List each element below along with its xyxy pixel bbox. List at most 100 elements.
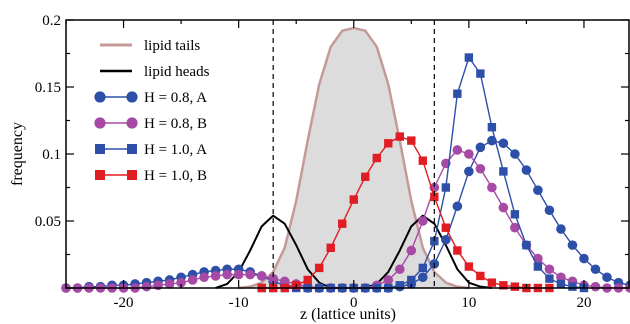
legend-label-h-1-0-a: H = 1.0, A bbox=[144, 142, 207, 158]
series-h-1-0-b-point-6 bbox=[326, 243, 335, 252]
legend-label-h-0-8-b: H = 0.8, B bbox=[144, 116, 207, 132]
series-h-0-8-b-point-18 bbox=[268, 273, 278, 284]
series-h-0-8-b-point-43 bbox=[556, 272, 566, 283]
series-h-0-8-b-point-31 bbox=[418, 216, 428, 226]
series-h-1-0-b-point-17 bbox=[453, 246, 462, 255]
series-h-1-0-b-point-18 bbox=[464, 262, 474, 271]
series-h-0-8-b-point-17 bbox=[256, 271, 267, 281]
series-h-1-0-a-point-19 bbox=[476, 69, 485, 78]
series-h-1-0-a-point-20 bbox=[487, 123, 497, 132]
series-h-0-8-b-point-39 bbox=[510, 222, 520, 233]
series-h-0-8-a-point-46 bbox=[590, 264, 601, 275]
series-h-1-0-a-point-27 bbox=[568, 282, 577, 291]
series-h-1-0-a-point-16 bbox=[441, 183, 451, 192]
series-h-0-8-b-point-28 bbox=[383, 275, 394, 285]
y-tick-label-1: 0.1 bbox=[42, 147, 61, 163]
series-h-1-0-b-point-8 bbox=[349, 195, 358, 204]
series-h-0-8-b-point-7 bbox=[141, 281, 152, 292]
series-h-1-0-a-point-14 bbox=[418, 263, 428, 273]
y-axis-label: frequency bbox=[9, 122, 26, 186]
series-h-1-0-b-point-9 bbox=[361, 172, 370, 181]
series-h-0-8-b-point-34 bbox=[452, 145, 463, 155]
legend-marker-h-0-8-a-b bbox=[126, 91, 138, 103]
series-h-0-8-b-point-10 bbox=[176, 277, 186, 288]
series-h-1-0-b-point-16 bbox=[441, 223, 451, 232]
series-h-0-8-b-point-41 bbox=[533, 253, 543, 264]
legend: lipid tails lipid heads H = 0.8, A H = 0.8,… bbox=[94, 38, 210, 184]
series-h-0-8-b-point-11 bbox=[187, 275, 198, 285]
series-h-1-0-a-point-12 bbox=[395, 281, 404, 290]
series-h-0-8-b-point-14 bbox=[222, 269, 232, 280]
series-h-1-0-a-point-13 bbox=[407, 275, 416, 285]
series-h-0-8-a-point-40 bbox=[521, 165, 532, 175]
series-h-1-0-b-point-15 bbox=[430, 192, 439, 202]
x-tick-label-4: 20 bbox=[576, 295, 591, 311]
series-h-1-0-b-point-13 bbox=[407, 136, 416, 145]
legend-label-h-0-8-a: H = 0.8, A bbox=[144, 90, 207, 106]
series-h-0-8-b-point-29 bbox=[394, 264, 405, 275]
series-h-1-0-a-point-25 bbox=[545, 274, 554, 283]
series-h-0-8-b-point-13 bbox=[210, 271, 221, 281]
series-h-0-8-a-point-38 bbox=[498, 138, 509, 149]
legend-marker-h-1-0-a-a bbox=[95, 144, 105, 154]
series-h-0-8-b-point-35 bbox=[464, 149, 474, 159]
legend-marker-h-0-8-b-b bbox=[126, 117, 138, 129]
series-h-1-0-b-point-19 bbox=[476, 271, 485, 281]
series-h-1-0-b-point-4 bbox=[303, 275, 312, 285]
series-h-1-0-b-point-11 bbox=[384, 139, 393, 148]
legend-marker-h-1-0-b-b bbox=[127, 170, 137, 180]
axes-layer: -20 -10 0 10 20 0.05 0.1 0.15 0.2 bbox=[35, 13, 630, 311]
series-h-1-0-b-point-21 bbox=[499, 281, 508, 290]
series-h-0-8-b-point-12 bbox=[199, 272, 209, 283]
series-h-0-8-b-point-38 bbox=[498, 202, 509, 213]
series-h-0-8-b-point-37 bbox=[487, 182, 497, 193]
series-h-0-8-a-point-33 bbox=[441, 234, 451, 245]
series-h-0-8-a-point-34 bbox=[452, 201, 463, 212]
series-h-0-8-a-point-47 bbox=[602, 272, 612, 283]
legend-marker-h-1-0-b-a bbox=[95, 170, 105, 180]
series-h-1-0-b-point-20 bbox=[487, 278, 497, 287]
series-h-0-8-a-point-36 bbox=[475, 142, 486, 153]
series-h-1-0-a-point-22 bbox=[510, 210, 520, 219]
legend-label-lipid-heads: lipid heads bbox=[144, 64, 210, 80]
x-axis-label: z (lattice units) bbox=[300, 306, 396, 323]
y-tick-label-3: 0.2 bbox=[42, 13, 61, 29]
series-h-0-8-a-point-41 bbox=[533, 185, 543, 195]
series-h-0-8-a-point-45 bbox=[579, 253, 589, 264]
x-tick-label-1: -10 bbox=[229, 295, 249, 311]
series-h-1-0-b-point-22 bbox=[510, 282, 520, 291]
x-tick-label-3: 10 bbox=[461, 295, 476, 311]
series-h-1-0-a-point-23 bbox=[522, 240, 531, 250]
series-h-0-8-b-point-36 bbox=[475, 163, 486, 174]
y-tick-label-2: 0.15 bbox=[35, 80, 61, 96]
x-tick-label-0: -20 bbox=[114, 295, 134, 311]
x-tick-label-2: 0 bbox=[350, 295, 358, 311]
series-h-1-0-b-point-7 bbox=[338, 219, 347, 228]
series-h-1-0-b-point-14 bbox=[418, 156, 428, 165]
legend-label-h-1-0-b: H = 1.0, B bbox=[144, 168, 207, 184]
series-h-1-0-a-point-26 bbox=[556, 279, 566, 289]
series-h-0-8-a-point-42 bbox=[544, 205, 555, 216]
legend-marker-h-0-8-b-a bbox=[94, 117, 106, 129]
series-h-0-8-a-point-31 bbox=[418, 272, 428, 283]
series-h-0-8-b-point-42 bbox=[544, 264, 555, 275]
series-h-0-8-b-point-30 bbox=[406, 245, 417, 256]
series-h-0-8-a-point-39 bbox=[510, 149, 520, 159]
series-h-1-0-a-point-21 bbox=[499, 167, 508, 176]
legend-label-lipid-tails: lipid tails bbox=[144, 38, 200, 54]
series-h-1-0-b-point-12 bbox=[395, 132, 404, 141]
legend-marker-h-1-0-a-b bbox=[127, 144, 137, 154]
series-h-1-0-b-point-5 bbox=[315, 263, 324, 273]
series-h-1-0-a-point-15 bbox=[430, 236, 439, 246]
series-lipid-tails-area bbox=[238, 28, 469, 288]
series-h-0-8-a-point-43 bbox=[556, 224, 566, 234]
series-h-0-8-a-point-44 bbox=[567, 240, 578, 250]
series-h-1-0-a-point-17 bbox=[453, 89, 462, 98]
y-tick-label-0: 0.05 bbox=[35, 214, 61, 230]
series-h-0-8-a-point-35 bbox=[464, 166, 474, 177]
series-h-0-8-b-point-46 bbox=[590, 281, 601, 292]
series-h-0-8-b-point-16 bbox=[245, 269, 255, 280]
legend-marker-h-0-8-a-a bbox=[94, 91, 106, 103]
